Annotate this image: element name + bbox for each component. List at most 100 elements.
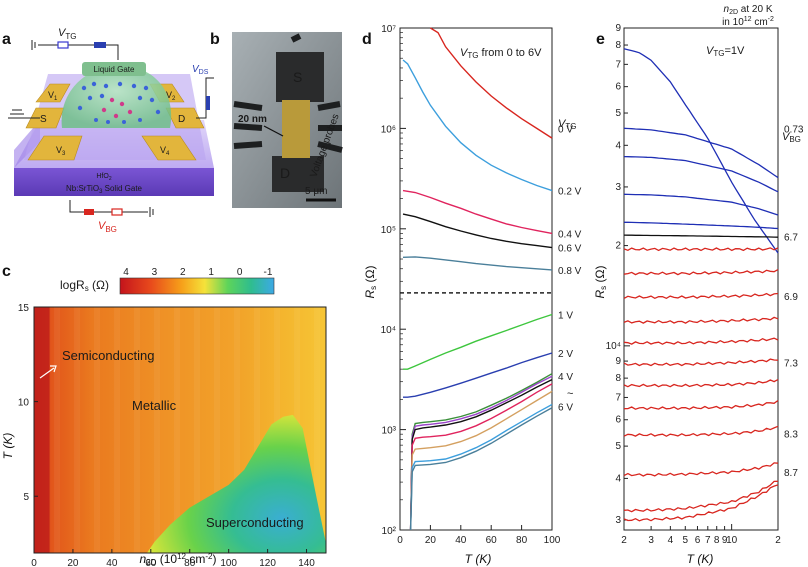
x-tick-label: 40 (106, 558, 118, 567)
liquid-gate: Liquid Gate (61, 62, 172, 128)
vbg-circuit: VBG (69, 200, 154, 234)
series-line-0-V (430, 27, 553, 139)
x-tick-label: 8 (714, 535, 720, 546)
plot-e-header-line1: n2D at 20 K (724, 4, 773, 16)
region-metallic: Metallic (132, 398, 177, 413)
series-line-r7 (623, 379, 779, 388)
x-tick-label: 9 (722, 535, 728, 546)
v4-label: V4 (160, 145, 170, 157)
heatmap-stripe (254, 307, 260, 553)
colorbar-tick-label: 3 (152, 267, 158, 278)
y-tick-label: 3 (615, 182, 621, 193)
micrograph-s-label: S (293, 69, 302, 85)
plot-d-annotation: VTG from 0 to 6V (460, 47, 542, 60)
series-line-0-73 (623, 127, 779, 179)
y-tick-label: 10³ (382, 426, 397, 437)
y-tick-label: 10⁶ (381, 124, 396, 135)
plot-d-ylabel: Rs (Ω) (363, 266, 378, 299)
x-tick-label: 3 (648, 535, 654, 546)
colorbar (119, 277, 275, 295)
x-tick-label: 80 (516, 535, 528, 546)
colorbar-label: logRs (Ω) (60, 278, 109, 293)
x-tick-label: 100 (220, 558, 237, 567)
colorbar-ticks: 4 3 2 1 0 -1 (123, 267, 273, 278)
y-tick-label: 10² (382, 526, 397, 537)
ground-left (8, 109, 40, 119)
panel-c: c logRs (Ω) 4 3 2 1 0 -1 0 20 40 60 80 100 120 14051… (1, 263, 327, 567)
vds-label: VDS (192, 64, 209, 76)
panel-d-letter: d (362, 31, 372, 48)
region-superconducting: Superconducting (206, 515, 304, 530)
width-label: 20 nm (238, 114, 267, 125)
plot-d-axes: 0 20 40 60 80 100 10² 10³ 10⁴ 10⁵ 10⁶ 10⁷ (381, 24, 561, 546)
plot-e-frame (623, 27, 779, 531)
series-line-0-2-V (402, 59, 553, 192)
series-line-r12 (623, 484, 779, 522)
heatmap-stripe (154, 307, 160, 553)
phase-diagram-axes: 0 20 40 60 80 100 120 140 5 10 15 (18, 303, 315, 567)
series-line-0-4-V (402, 189, 553, 235)
vbg-value-label: 6.9 (784, 292, 798, 303)
series-line-r11 (623, 480, 779, 513)
panel-e-letter: e (596, 31, 605, 48)
x-tick-label: 100 (544, 535, 561, 546)
plot-e-vbg-header: VBG (782, 131, 801, 144)
heatmap-stripe (134, 307, 140, 553)
liquid-gate-label: Liquid Gate (94, 65, 135, 74)
plot-d-legend-header: VTG (558, 118, 576, 131)
y-tick-label: 10 (18, 398, 30, 409)
y-tick-label: 8 (615, 40, 621, 51)
colorbar-tick-label: 1 (208, 267, 214, 278)
region-semiconducting: Semiconducting (62, 348, 155, 363)
v1-label: V1 (48, 90, 58, 102)
plot-e-legend: 0.73 6.7 6.9 7.3 8.3 8.7 (784, 124, 804, 479)
vtg-circuit: VTG (31, 27, 119, 60)
panel-d: d 0 20 40 60 80 100 10² 10³ 10⁴ 10⁵ 10⁶ 10⁷ VTG fro… (362, 24, 582, 566)
phase-diagram-ylabel: T (K) (1, 433, 15, 460)
series-line-5-V (409, 378, 553, 531)
heatmap-stripe (74, 307, 80, 553)
width-arrow (263, 125, 284, 137)
scale-label: 5 μm (305, 186, 327, 197)
heatmap-frame (33, 306, 327, 554)
solid-gate-label: Nb:SrTiO3 Solid Gate (66, 184, 143, 195)
vbg-label: VBG (98, 220, 117, 234)
semiconducting-arrow (39, 367, 55, 379)
series-line-r4 (623, 316, 779, 324)
heatmap-stripe (94, 307, 100, 553)
x-tick-label: 2 (621, 535, 627, 546)
series-line-0-6-V (402, 213, 553, 249)
y-tick-label: 5 (615, 108, 621, 119)
x-tick-label: 140 (298, 558, 315, 567)
x-tick-label: 40 (455, 535, 467, 546)
y-tick-label: 6 (615, 415, 621, 426)
x-tick-label: 10 (726, 535, 738, 546)
heatmap-stripe (54, 307, 60, 553)
series-line-8-3 (623, 425, 779, 437)
panel-a: a VTG HfO2 Nb:SrTiO3 Solid Gate V1 V2 (2, 27, 214, 234)
plot-e-ylabel: Rs (Ω) (593, 266, 608, 299)
plot-d-xlabel: T (K) (465, 552, 492, 566)
solid-gate-block (14, 168, 214, 196)
y-tick-label: 5 (615, 441, 621, 452)
series-line-5-5-V (409, 383, 553, 531)
y-tick-label: 5 (23, 492, 29, 503)
panel-b-letter: b (210, 31, 220, 48)
series-line-7-V (409, 407, 553, 531)
heatmap-stripe (194, 307, 200, 553)
phase-diagram-xlabel: n2D (1012 cm-2) (140, 552, 217, 567)
y-tick-label: 4 (615, 140, 621, 151)
series-line-r1 (623, 247, 779, 252)
series-line-4-5-V (409, 375, 553, 531)
heatmap-stripe (314, 307, 320, 553)
y-tick-label: 9 (615, 356, 621, 367)
legend-label: 6 V (558, 402, 573, 413)
x-tick-label: 7 (705, 535, 711, 546)
vds-circuit: VDS (192, 64, 214, 119)
v2-label: V2 (166, 90, 176, 102)
x-tick-label: 4 (668, 535, 674, 546)
x-tick-label: 20 (425, 535, 437, 546)
legend-label: 0.4 V (558, 229, 582, 240)
panel-a-letter: a (2, 31, 11, 48)
